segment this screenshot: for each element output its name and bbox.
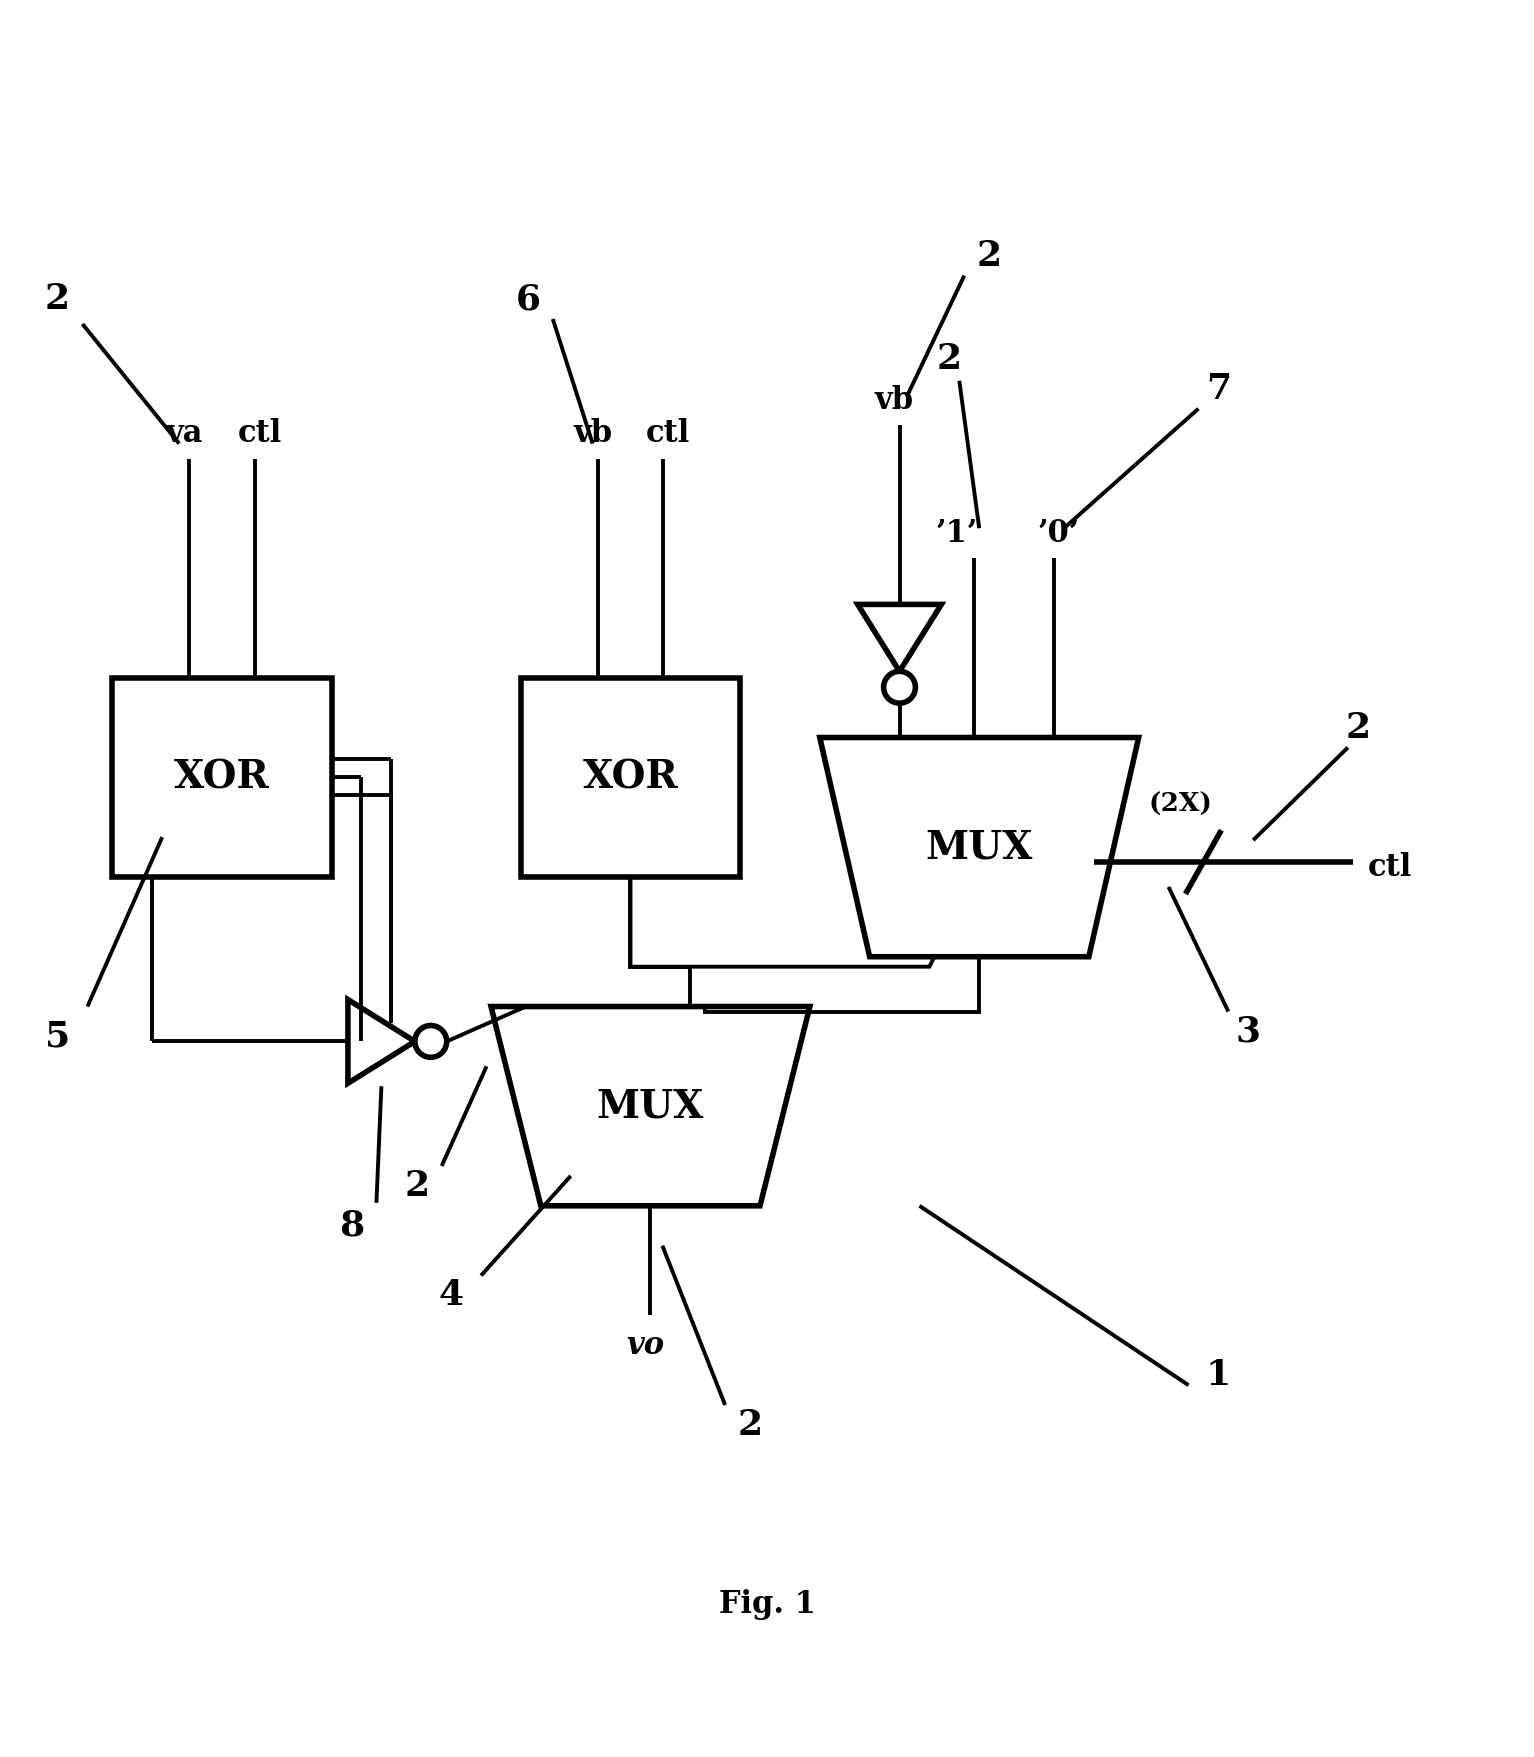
Text: 6: 6 — [515, 283, 540, 316]
Text: vb: vb — [574, 418, 612, 450]
Circle shape — [414, 1026, 446, 1058]
Text: MUX: MUX — [925, 828, 1032, 866]
Text: 2: 2 — [977, 239, 1002, 272]
Polygon shape — [491, 1007, 810, 1205]
Text: Fig. 1: Fig. 1 — [718, 1588, 816, 1620]
Text: vb: vb — [874, 385, 914, 416]
Text: 2: 2 — [44, 283, 71, 316]
Circle shape — [884, 671, 916, 703]
Polygon shape — [348, 1000, 414, 1084]
Text: 2: 2 — [1345, 710, 1370, 745]
Text: XOR: XOR — [583, 759, 678, 796]
Text: 2: 2 — [738, 1407, 762, 1442]
Text: ’1’: ’1’ — [936, 518, 977, 548]
Polygon shape — [819, 738, 1138, 958]
Text: ’0’: ’0’ — [1039, 518, 1080, 548]
Bar — [112, 678, 331, 877]
Bar — [522, 678, 739, 877]
Text: 3: 3 — [1236, 1014, 1261, 1049]
Text: vo: vo — [626, 1330, 664, 1362]
Text: 2: 2 — [937, 343, 962, 376]
Text: 1: 1 — [1206, 1358, 1230, 1392]
Text: 7: 7 — [1206, 372, 1230, 406]
Text: (2X): (2X) — [1149, 792, 1212, 817]
Text: 4: 4 — [439, 1279, 463, 1312]
Text: 2: 2 — [405, 1168, 430, 1204]
Text: 5: 5 — [44, 1019, 71, 1054]
Text: XOR: XOR — [173, 759, 270, 796]
Text: ctl: ctl — [238, 418, 282, 450]
Text: va: va — [166, 418, 202, 450]
Text: ctl: ctl — [1368, 852, 1413, 882]
Text: 8: 8 — [339, 1209, 364, 1242]
Polygon shape — [858, 604, 942, 671]
Text: MUX: MUX — [597, 1088, 704, 1124]
Text: ctl: ctl — [646, 418, 690, 450]
